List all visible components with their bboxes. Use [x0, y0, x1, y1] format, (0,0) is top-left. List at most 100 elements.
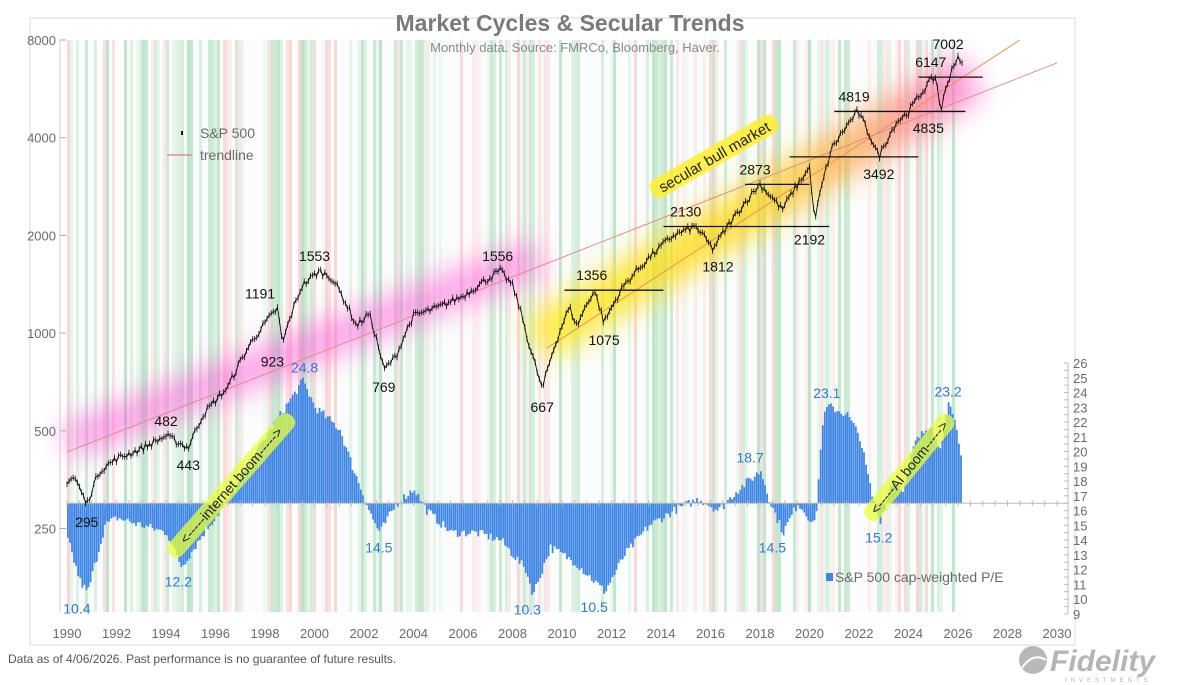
pe-bar: [87, 503, 90, 588]
pe-bar: [925, 430, 927, 504]
regime-stripe: [709, 40, 712, 612]
regime-stripe: [472, 40, 475, 612]
sp500-line: [66, 54, 963, 505]
pe-bar: [240, 475, 242, 504]
pe-bar: [135, 503, 137, 526]
pe-bar: [463, 503, 465, 531]
regime-stripe: [283, 40, 286, 612]
regime-stripe: [652, 40, 655, 612]
pe-bar: [130, 503, 133, 524]
pe-bar: [786, 503, 789, 523]
regime-stripe: [277, 40, 280, 612]
regime-stripe: [772, 40, 775, 612]
pe-bar: [252, 461, 255, 504]
regime-stripe: [916, 40, 919, 612]
pe-bar: [149, 503, 152, 524]
x-axis-tick-label: 1992: [102, 626, 131, 641]
pe-bar: [442, 503, 445, 522]
regime-stripe: [76, 40, 79, 612]
regime-stripe: [685, 40, 688, 612]
pe-bar: [700, 500, 702, 504]
pe-bar: [603, 503, 605, 594]
data-labels: 295 482 443 1191 923 1553 769 1556 667 1356 1075 21…: [63, 36, 964, 618]
pe-bar: [623, 503, 626, 557]
pe-bar: [867, 474, 869, 504]
regime-stripe: [67, 40, 70, 612]
regime-stripe: [940, 40, 943, 612]
regime-stripe: [703, 40, 706, 612]
pe-bar: [386, 503, 389, 517]
pe-bar: [349, 457, 352, 504]
pe-bar: [749, 478, 752, 504]
pe-bar: [124, 503, 127, 521]
pe-bar: [937, 446, 940, 504]
footer-disclaimer: Data as of 4/06/2026. Past performance i…: [8, 652, 396, 666]
regime-stripe: [436, 40, 439, 612]
pe-bar: [588, 503, 591, 576]
pe-bar: [644, 503, 647, 527]
sp500-data-label: 1075: [588, 332, 619, 348]
pe-bar: [300, 379, 302, 504]
regime-stripe: [475, 40, 478, 612]
regime-stripe: [712, 40, 715, 612]
regime-stripe: [730, 40, 733, 612]
regime-stripe: [493, 40, 496, 612]
x-axis-tick-label: 2010: [548, 626, 577, 641]
pe-bar: [733, 497, 735, 504]
regime-stripe: [706, 40, 709, 612]
pe-bar: [673, 503, 676, 507]
right-axis-tick-label: 19: [1073, 459, 1087, 474]
pe-bar: [438, 503, 440, 525]
regime-stripe: [280, 40, 283, 612]
right-axis-tick-label: 23: [1073, 400, 1087, 415]
pe-bar: [312, 402, 315, 504]
regime-stripe: [520, 40, 523, 612]
pe-bar: [694, 502, 696, 504]
regime-stripe: [211, 40, 214, 612]
pe-bar: [945, 414, 948, 504]
pe-bar: [157, 503, 160, 530]
pe-bar: [566, 503, 568, 560]
regime-stripe: [814, 40, 817, 612]
regime-stripe: [736, 40, 739, 612]
pe-bar: [170, 503, 172, 544]
sp500-data-label: 443: [177, 457, 201, 473]
pe-bar: [570, 503, 572, 561]
pe-bar: [172, 503, 174, 546]
pe-bar: [306, 389, 308, 504]
pe-bar: [269, 428, 271, 504]
x-axis-tick-label: 1996: [201, 626, 230, 641]
pe-bar: [85, 503, 88, 590]
pe-bar: [708, 503, 711, 507]
pe-bar: [757, 474, 760, 504]
pe-bar: [869, 483, 872, 504]
pe-bar: [545, 503, 548, 560]
pe-bar: [842, 415, 845, 504]
pe-bar: [137, 503, 139, 523]
pe-bar: [689, 503, 692, 507]
pe-bar: [801, 503, 803, 510]
regime-stripe: [883, 40, 886, 612]
pe-bar: [625, 503, 628, 549]
pe-bar: [153, 503, 156, 531]
pe-bar: [813, 503, 816, 521]
regime-stripe: [733, 40, 736, 612]
right-axis-tick-label: 13: [1073, 548, 1087, 563]
right-axis-tick-label: 24: [1073, 386, 1087, 401]
regime-stripe: [610, 40, 613, 612]
regime-stripe: [664, 40, 667, 612]
right-axis-tick-label: 18: [1073, 474, 1087, 489]
regime-stripe: [121, 40, 124, 612]
pe-bar: [597, 503, 599, 583]
pe-bar: [524, 503, 527, 573]
pe-bar: [481, 503, 484, 531]
pe-bar: [479, 503, 482, 531]
pe-bar: [586, 503, 589, 576]
pe-bar: [295, 394, 298, 504]
regime-stripe: [835, 40, 838, 612]
regime-stripe: [118, 40, 121, 612]
pe-bar: [314, 407, 317, 504]
pe-bar: [646, 503, 649, 531]
pe-bar: [838, 411, 841, 504]
regime-stripe: [742, 40, 745, 612]
